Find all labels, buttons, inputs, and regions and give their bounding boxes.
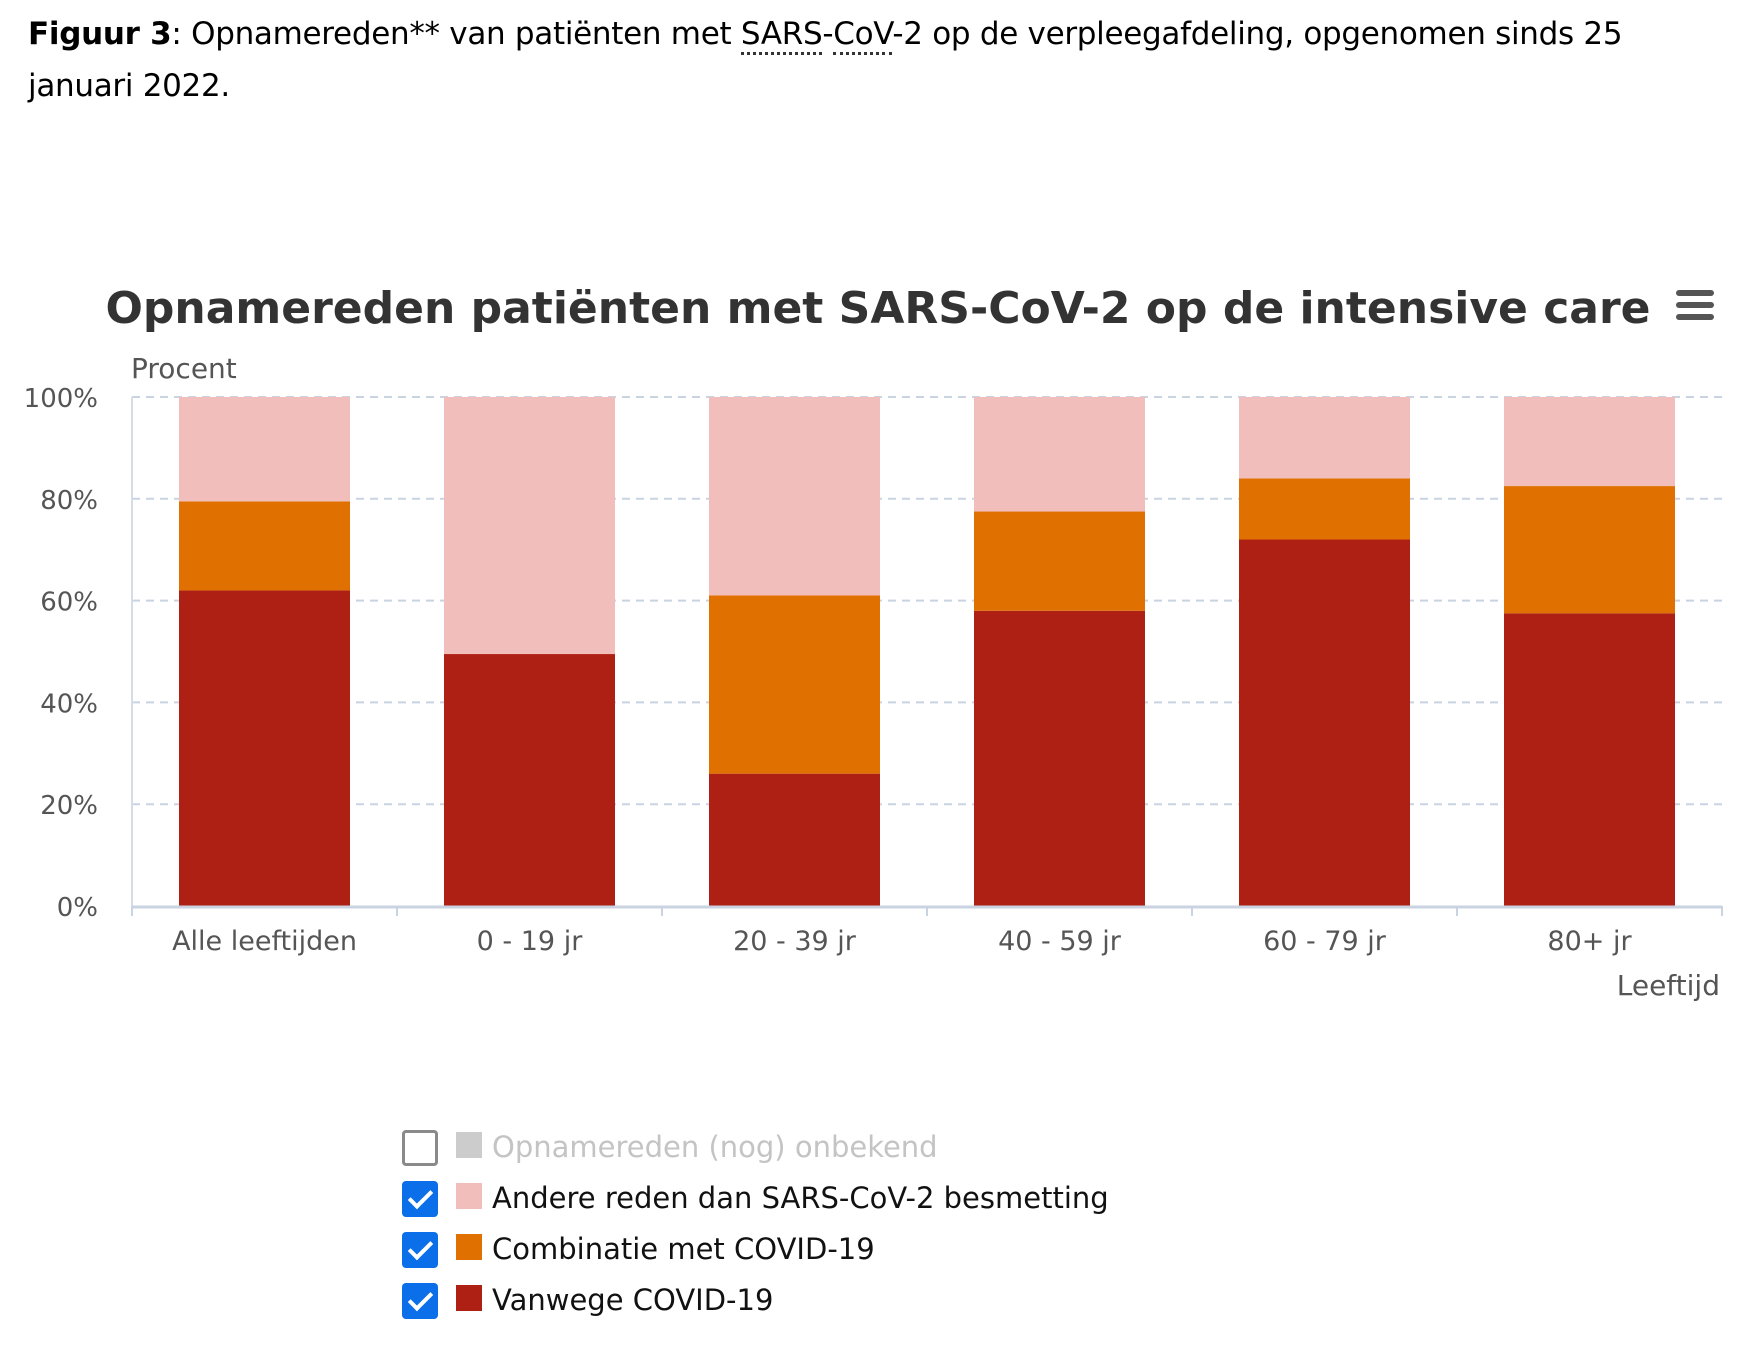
checkbox-checked-icon[interactable] <box>402 1232 438 1268</box>
bar-segment <box>444 397 615 655</box>
x-tick-label: 0 - 19 jr <box>477 926 584 957</box>
bar-segment <box>1504 613 1675 906</box>
x-tick-label: 80+ jr <box>1547 926 1632 957</box>
caption-dash: - <box>822 16 834 52</box>
legend-swatch <box>456 1234 482 1260</box>
y-tick-label: 60% <box>40 588 98 618</box>
x-tick-label: 40 - 59 jr <box>998 926 1122 957</box>
figure-label: Figuur 3 <box>28 16 172 52</box>
bar-segment <box>709 773 880 906</box>
bar-segment <box>974 397 1145 512</box>
legend-label[interactable]: Opnamereden (nog) onbekend <box>492 1130 938 1164</box>
bar-segment <box>1504 486 1675 614</box>
legend-label[interactable]: Vanwege COVID-19 <box>492 1283 774 1317</box>
bar-segment <box>444 654 615 906</box>
legend-label[interactable]: Andere reden dan SARS-CoV-2 besmetting <box>492 1181 1109 1215</box>
x-tick-label: 20 - 39 jr <box>733 926 857 957</box>
checkbox-checked-icon[interactable] <box>402 1181 438 1217</box>
bar-segment <box>974 610 1145 906</box>
bar-segment <box>1239 539 1410 906</box>
bar-segment <box>1239 478 1410 540</box>
legend-swatch <box>456 1183 482 1209</box>
bar-segment <box>709 595 880 774</box>
legend-swatch <box>456 1285 482 1311</box>
y-tick-label: 40% <box>40 689 98 719</box>
y-tick-label: 80% <box>40 486 98 516</box>
x-tick-label: 60 - 79 jr <box>1263 926 1387 957</box>
caption-text: : Opnamereden** van patiënten met <box>171 16 741 52</box>
hamburger-menu-icon[interactable] <box>1676 290 1714 320</box>
y-tick-label: 100% <box>24 384 98 414</box>
y-tick-label: 0% <box>57 893 98 923</box>
bar-segment <box>1504 397 1675 487</box>
legend-swatch <box>456 1132 482 1158</box>
legend-label[interactable]: Combinatie met COVID-19 <box>492 1232 875 1266</box>
chart-title: Opnamereden patiënten met SARS-CoV-2 op … <box>105 283 1650 334</box>
checkbox-checked-icon[interactable] <box>402 1283 438 1319</box>
bar-segment <box>709 397 880 596</box>
bar-segment <box>1239 397 1410 479</box>
y-axis-title: Procent <box>131 352 237 385</box>
bar-segment <box>179 501 350 591</box>
y-tick-label: 20% <box>40 791 98 821</box>
x-axis-title: Leeftijd <box>1617 969 1720 1002</box>
bar-segment <box>974 511 1145 611</box>
figure-caption: Figuur 3: Opnamereden** van patiënten me… <box>28 8 1708 112</box>
abbr-cov[interactable]: CoV <box>833 16 893 55</box>
bar-segment <box>179 590 350 906</box>
x-tick-label: Alle leeftijden <box>172 926 357 957</box>
abbr-sars[interactable]: SARS <box>740 16 823 55</box>
checkbox-unchecked-icon[interactable] <box>402 1130 438 1166</box>
bar-segment <box>179 397 350 502</box>
caption-text-end: -2 op de verpleegafdeling, opgenomen sin… <box>28 16 1623 104</box>
